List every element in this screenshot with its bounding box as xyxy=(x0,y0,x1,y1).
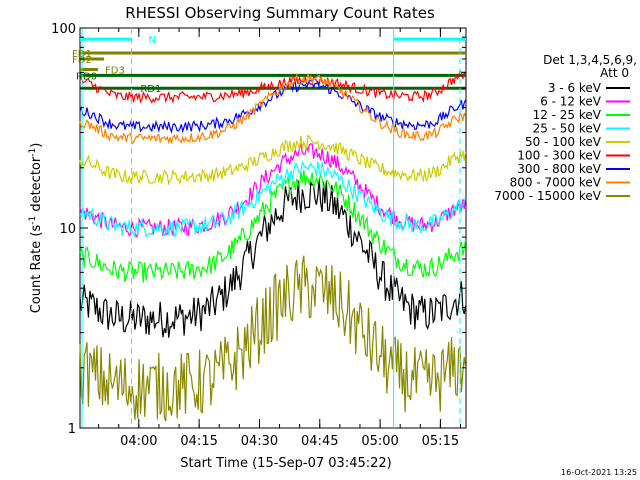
flag-label-n: N xyxy=(148,35,155,46)
x-axis: 04:00 04:15 04:30 04:45 05:00 05:15 xyxy=(98,28,461,449)
legend-header-line1: Det 1,3,4,5,6,9, xyxy=(543,53,637,67)
legend-header-line2: Att 0 xyxy=(600,66,629,80)
series-line-7 xyxy=(79,72,467,145)
series-line-8 xyxy=(79,255,467,422)
legend-label-7: 800 - 7000 keV xyxy=(510,176,602,190)
y-axis-label-part1: Count Rate (s xyxy=(29,225,44,314)
series-line-2 xyxy=(79,170,467,283)
x-tick-label: 05:15 xyxy=(422,434,459,449)
legend-label-6: 300 - 800 keV xyxy=(517,162,601,176)
series-line-3 xyxy=(79,160,466,238)
x-tick-label: 04:30 xyxy=(241,434,278,449)
series-line-4 xyxy=(79,134,467,186)
y-axis-label-part2: detector xyxy=(29,156,44,216)
y-tick-label: 100 xyxy=(51,22,76,37)
footer-date: 16-Oct-2021 13:25 xyxy=(561,468,637,477)
series-line-0 xyxy=(79,178,467,338)
legend-label-0: 3 - 6 keV xyxy=(548,81,602,95)
legend-label-2: 12 - 25 keV xyxy=(533,108,602,122)
flag-label-rd0: RD0 xyxy=(76,71,97,82)
x-axis-label: Start Time (15-Sep-07 03:45:22) xyxy=(180,456,391,471)
y-axis-label-sup1: -1 xyxy=(28,216,38,225)
y-tick-label: 1 xyxy=(68,422,76,437)
series-line-5 xyxy=(79,69,467,105)
flag-label-fd3: FD3 xyxy=(105,66,125,77)
legend-label-1: 6 - 12 keV xyxy=(540,95,602,109)
x-tick-label: 04:00 xyxy=(120,434,157,449)
x-tick-label: 04:15 xyxy=(180,434,217,449)
legend-label-8: 7000 - 15000 keV xyxy=(494,189,601,203)
y-axis: 1 10 100 xyxy=(51,22,466,437)
legend-label-5: 100 - 300 keV xyxy=(517,149,601,163)
legend-label-3: 25 - 50 keV xyxy=(533,122,602,136)
y-axis-label: Count Rate (s-1 detector-1) xyxy=(28,143,44,314)
y-axis-label-part3: ) xyxy=(29,143,44,148)
data-series xyxy=(79,69,467,422)
x-tick-label: 05:00 xyxy=(361,434,398,449)
legend-label-4: 50 - 100 keV xyxy=(525,135,602,149)
flag-label-rd1: RD1 xyxy=(140,84,161,95)
y-tick-label: 10 xyxy=(59,222,76,237)
x-tick-label: 04:45 xyxy=(301,434,338,449)
chart-title: RHESSI Observing Summary Count Rates xyxy=(125,4,435,22)
y-axis-label-sup2: -1 xyxy=(28,148,38,157)
